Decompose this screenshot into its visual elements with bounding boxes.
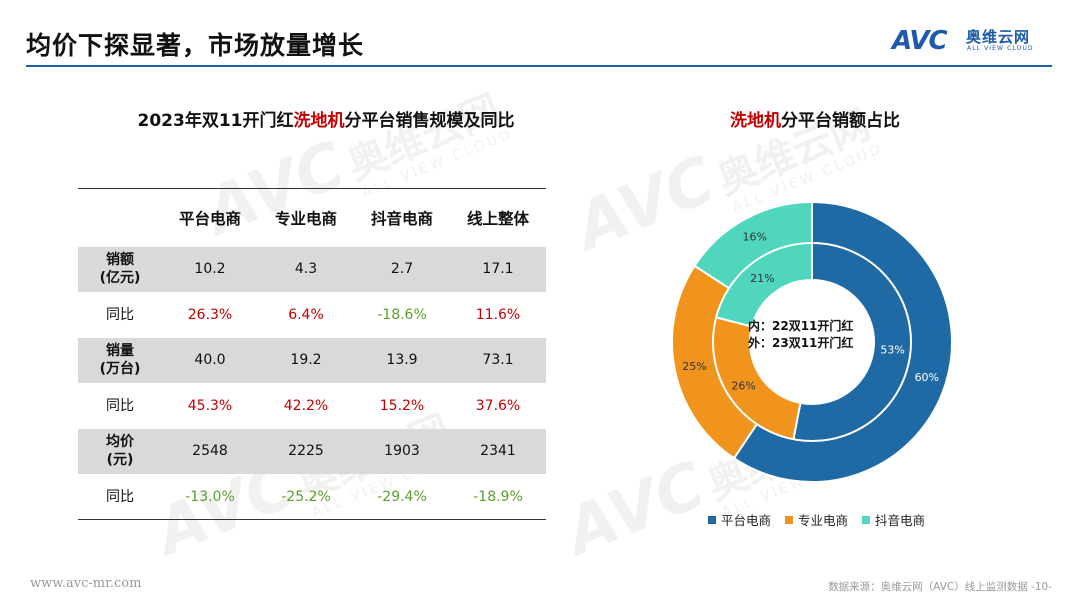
slide-title: 均价下探显著，市场放量增长: [26, 31, 365, 60]
table-cell: 15.2%: [379, 397, 425, 414]
column-header: 专业电商: [274, 209, 337, 228]
legend-swatch: [708, 515, 716, 524]
donut-title-highlight: 洗地机: [730, 111, 781, 131]
table-cell: 4.3: [258, 246, 354, 292]
header-divider: [26, 65, 1052, 67]
row-label: 均价 (元): [78, 428, 162, 474]
table-cell: -18.9%: [473, 488, 523, 505]
footer-url[interactable]: www.avc-mr.com: [30, 576, 142, 591]
center-label-inner: 内：22双11开门红: [748, 319, 854, 333]
row-label-line1: 销额: [106, 252, 134, 269]
table-cell: 40.0: [162, 337, 258, 383]
row-label: 同比: [106, 306, 134, 323]
legend-item: 专业电商: [785, 510, 848, 529]
donut-slice-outer-0: [732, 200, 953, 483]
donut-hole: [752, 282, 872, 402]
table-title: 2023年双11开门红洗地机分平台销售规模及同比: [76, 106, 576, 131]
row-label-line1: 均价: [106, 434, 134, 451]
donut-data-label-outer-2: 16%: [742, 231, 766, 244]
table-row: 同比 -13.0% -25.2% -29.4% -18.9%: [78, 474, 546, 520]
table-cell: 42.2%: [283, 397, 329, 414]
table-cell: 2548: [162, 428, 258, 474]
legend-label: 抖音电商: [875, 513, 926, 528]
legend-label: 平台电商: [721, 513, 772, 528]
table-cell: -29.4%: [377, 488, 427, 505]
donut-data-label-outer-1: 25%: [682, 360, 706, 373]
donut-data-label-inner-0: 53%: [880, 344, 904, 357]
legend-swatch: [862, 515, 871, 524]
table-cell: 2.7: [354, 246, 450, 292]
table-row: 销额 (亿元) 10.2 4.3 2.7 17.1: [78, 246, 546, 292]
table-title-suffix: 分平台销售规模及同比: [344, 111, 515, 131]
footer-source: 数据来源：奥维云网（AVC）线上监测数据 -10-: [828, 581, 1052, 593]
table-row: 销量 (万台) 40.0 19.2 13.9 73.1: [78, 337, 546, 383]
row-label-line2: (元): [106, 452, 134, 469]
table-cell: -18.6%: [377, 306, 427, 323]
donut-slice-outer-2: [693, 200, 813, 290]
table-cell: 2341: [450, 428, 546, 474]
row-label: 销量 (万台): [78, 337, 162, 383]
table-cell: -13.0%: [185, 488, 235, 505]
donut-data-label-inner-1: 26%: [731, 379, 755, 392]
table-cell: 1903: [354, 428, 450, 474]
row-label: 同比: [106, 397, 134, 414]
table-cell: 2225: [258, 428, 354, 474]
donut-title-suffix: 分平台销额占比: [781, 111, 900, 131]
table-cell: 11.6%: [475, 306, 521, 323]
table-cell: 19.2: [258, 337, 354, 383]
table-row: 均价 (元) 2548 2225 1903 2341: [78, 428, 546, 474]
watermark-cn: 奥维云网: [341, 86, 507, 190]
table-cell: 26.3%: [187, 306, 233, 323]
table-title-prefix: 2023年双11开门红: [137, 111, 294, 131]
table-cell: 6.4%: [288, 306, 324, 323]
column-header: 线上整体: [466, 209, 529, 228]
legend-item: 平台电商: [708, 510, 771, 529]
row-label-line2: (万台): [99, 361, 141, 378]
table-cell: -25.2%: [281, 488, 331, 505]
chart-legend: 平台电商 专业电商 抖音电商: [708, 510, 925, 529]
donut-title: 洗地机分平台销额占比: [690, 106, 940, 131]
column-header: [78, 189, 162, 247]
donut-center-label: 内：22双11开门红 外：23双11开门红: [748, 318, 878, 352]
center-label-outer: 外：23双11开门红: [748, 336, 854, 350]
avc-logo: AVC 奥维云网 ALL VIEW CLOUD: [892, 26, 1057, 56]
table-cell: 45.3%: [187, 397, 233, 414]
legend-label: 专业电商: [798, 513, 849, 528]
table-cell: 10.2: [162, 246, 258, 292]
row-label-line1: 销量: [106, 343, 134, 360]
column-header: 抖音电商: [370, 209, 433, 228]
row-label: 同比: [106, 488, 134, 505]
table-row: 同比 26.3% 6.4% -18.6% 11.6%: [78, 292, 546, 338]
logo-cn-text: 奥维云网: [966, 28, 1031, 46]
legend-item: 抖音电商: [862, 510, 925, 529]
share-donut-chart: 53% 26% 21% 60% 25% 16%: [671, 200, 953, 483]
table-cell: 17.1: [450, 246, 546, 292]
donut-data-label-inner-2: 21%: [750, 272, 774, 285]
table-cell: 13.9: [354, 337, 450, 383]
table-cell: 37.6%: [475, 397, 521, 414]
table-header-row: 平台电商 专业电商 抖音电商 线上整体: [78, 188, 546, 247]
logo-en-text: ALL VIEW CLOUD: [967, 45, 1034, 52]
logo-mark: AVC: [892, 26, 948, 56]
donut-data-label-outer-0: 60%: [915, 371, 939, 384]
row-label: 销额 (亿元): [78, 246, 162, 292]
table-cell: 73.1: [450, 337, 546, 383]
table-title-highlight: 洗地机: [293, 111, 345, 131]
table-row: 同比 45.3% 42.2% 15.2% 37.6%: [78, 383, 546, 429]
column-header: 平台电商: [178, 209, 241, 228]
sales-table: 平台电商 专业电商 抖音电商 线上整体 销额 (亿元) 10.2 4.3 2.7 …: [78, 188, 546, 520]
legend-swatch: [785, 515, 794, 524]
row-label-line2: (亿元): [99, 270, 141, 287]
